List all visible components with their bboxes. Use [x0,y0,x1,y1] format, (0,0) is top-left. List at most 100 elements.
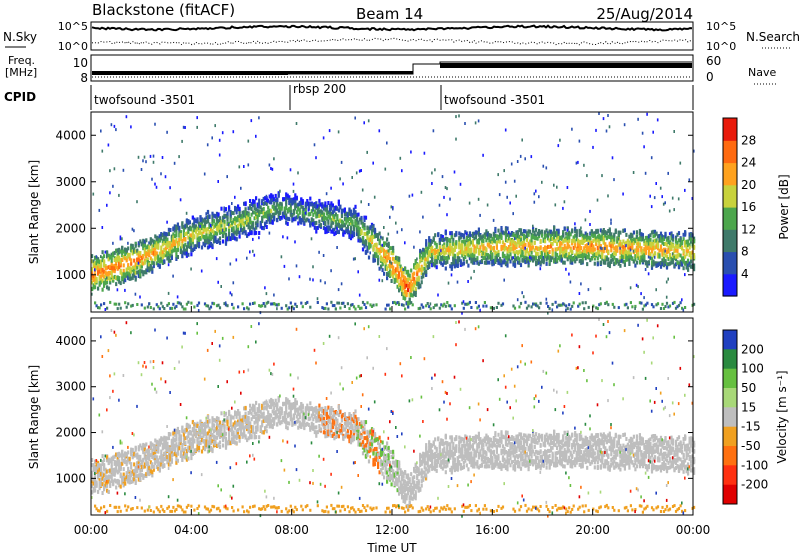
velocity-cell [94,504,97,508]
power-cell [565,253,568,258]
power-cell [280,215,283,220]
power-cell [410,283,413,288]
power-cell [467,302,470,306]
power-cell [244,231,247,236]
velocity-cell [98,467,101,472]
power-cell [659,247,663,252]
power-cell [619,259,622,263]
power-cell [542,258,545,263]
power-cell [358,228,362,233]
power-cell [653,245,657,250]
power-cell [435,265,438,270]
power-cell [461,253,464,258]
velocity-cell [109,504,112,507]
power-cell [185,211,188,215]
power-cell [401,288,404,293]
power-cell [220,227,223,232]
velocity-cell [136,452,139,457]
power-cell [622,245,625,250]
power-cell [288,217,291,222]
power-cell [142,254,145,258]
power-cell [304,211,307,215]
power-cell [640,246,643,251]
power-cell [258,202,261,207]
power-cell [653,229,657,234]
power-cell [179,246,182,251]
power-cell [319,223,322,228]
power-cell [363,240,366,245]
power-cell [629,234,632,239]
power-cell [289,203,292,208]
power-cell [200,233,204,238]
power-cell [316,225,319,230]
power-cell [547,255,550,260]
power-cell [235,231,238,236]
power-cell [211,228,214,233]
power-cell [301,200,304,205]
power-cell [556,257,559,262]
power-cell [519,228,523,233]
power-cell [181,238,184,243]
power-cell [334,220,337,225]
power-cell [170,249,173,254]
power-cell [238,211,241,216]
power-cell [596,251,599,256]
power-cell [401,273,404,278]
power-cell [331,216,334,221]
power-cell [404,267,407,272]
power-cell [473,253,476,258]
power-cell [146,305,149,309]
power-cell [246,215,249,220]
power-cell [411,303,414,307]
power-cell [203,241,207,245]
power-cell [393,258,396,263]
power-cell [355,232,359,237]
power-cell [500,263,503,268]
power-cell [175,253,178,258]
power-cell [255,134,257,138]
velocity-cell [125,475,128,480]
power-cell [467,248,470,253]
power-cell [676,253,679,258]
power-cell [91,287,94,292]
power-cell [679,243,682,247]
power-cell [158,257,161,262]
power-cell [530,241,533,246]
velocity-cell [100,458,102,462]
power-cell [551,231,554,236]
power-cell [595,306,598,310]
power-cell [647,234,650,239]
power-cell [297,213,300,218]
power-cell [658,261,661,266]
noise-panel: N.Sky 10^5 10^0 10^5 10^0 N.Search [3,20,800,53]
power-cell [468,201,471,205]
power-cell [513,257,517,262]
power-cell [553,238,556,243]
power-colorbar-tick: 20 [741,178,756,192]
power-cell [152,154,155,158]
power-cell [556,252,559,257]
power-cell [316,213,319,218]
power-cell [461,262,464,267]
power-cell [446,238,449,243]
power-cell [407,301,410,306]
power-cell [447,304,450,308]
power-cell [212,239,216,244]
power-cell [112,268,115,273]
power-cell [556,305,559,309]
power-cell [504,229,508,234]
power-cell [357,234,360,239]
power-cell [158,307,161,311]
power-cell [559,250,562,255]
power-cell [155,236,158,241]
power-cell [413,276,416,281]
power-cell [386,237,389,242]
power-cell [169,306,172,310]
power-cell [440,237,443,242]
power-cell [681,246,684,251]
power-cell [593,231,596,236]
power-cell [563,247,566,252]
power-cell [381,279,384,283]
power-cell [217,238,220,243]
power-cell [246,220,249,225]
